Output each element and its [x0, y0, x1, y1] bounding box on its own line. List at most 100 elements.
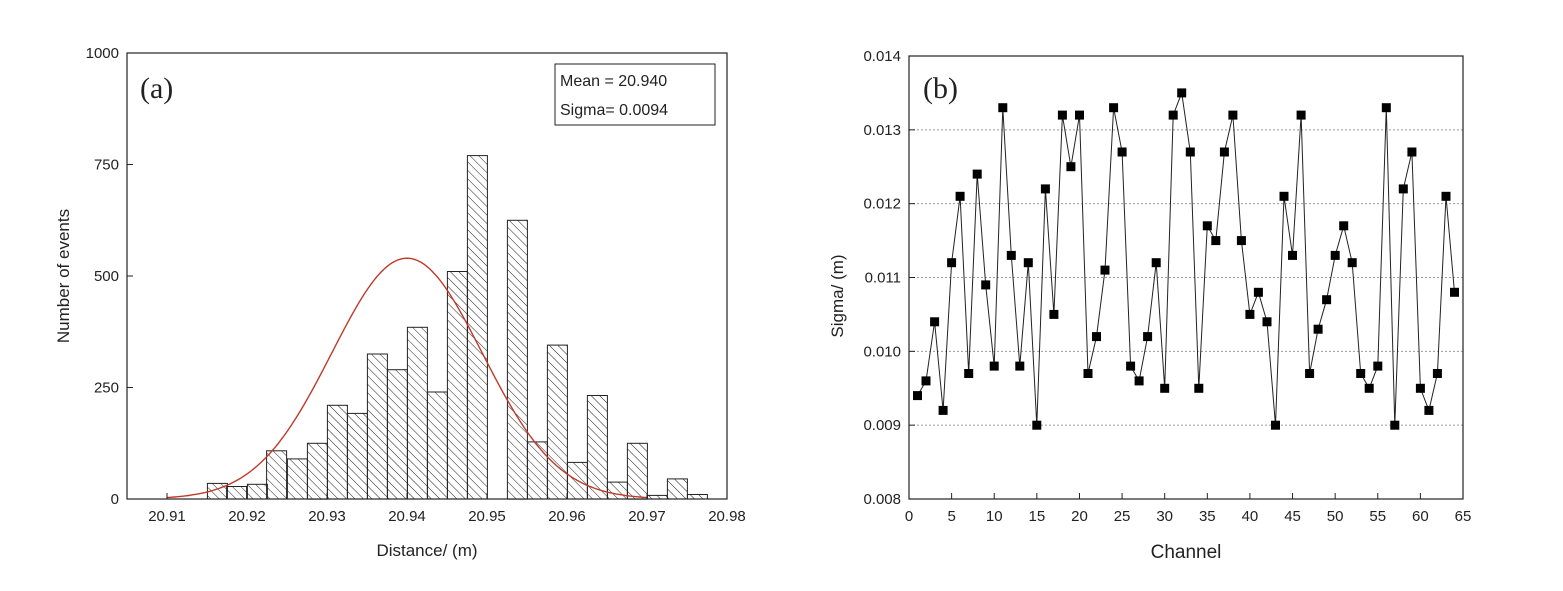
stats-sigma: Sigma= 0.0094: [560, 102, 668, 119]
data-point: [1134, 376, 1144, 386]
histogram-bar: [426, 391, 448, 500]
data-point: [1109, 103, 1119, 113]
histogram-bar: [306, 442, 328, 500]
data-point: [998, 103, 1008, 113]
stats-box: Mean = 20.940 Sigma= 0.0094: [554, 63, 716, 126]
x-tick-label: 5: [947, 508, 955, 525]
data-point: [1049, 309, 1059, 319]
histogram-bar: [606, 481, 628, 500]
histogram-bar: [666, 478, 688, 500]
histogram-bar: [466, 155, 488, 500]
data-point: [1262, 317, 1272, 327]
data-point: [1057, 110, 1067, 120]
data-point: [1253, 287, 1263, 297]
x-tick-label: 20.97: [628, 508, 666, 525]
y-tick-label: 1000: [86, 45, 119, 62]
data-point: [1032, 420, 1042, 430]
histogram-bar: [366, 353, 388, 500]
data-point: [989, 361, 999, 371]
x-tick-label: 45: [1284, 508, 1301, 525]
data-point: [1075, 110, 1084, 120]
y-tick-label: 0.010: [863, 343, 901, 360]
data-point: [1236, 236, 1246, 246]
panel-a: 20.91 20.92 20.93 20.94 20.95 20.96 20.97 20.98…: [54, 45, 746, 560]
x-tick-label: 20.92: [228, 508, 266, 525]
histogram-bar: [406, 326, 428, 500]
x-tick-label: 65: [1455, 508, 1472, 525]
y-tick-label: 0.012: [863, 196, 901, 213]
data-point: [1390, 420, 1400, 430]
panel-b-gridlines: [909, 129, 1463, 426]
sigma-series-line: [917, 90, 1455, 426]
x-tick-label: 20.95: [468, 508, 506, 525]
data-point: [921, 376, 931, 386]
data-point: [1330, 250, 1340, 260]
data-point: [1339, 221, 1349, 231]
x-tick-label: 25: [1114, 508, 1131, 525]
data-point: [1450, 287, 1459, 297]
panel-b-x-ticks: 0 5 10 15 20 25 30 35 40 45 50 55 60 65: [905, 493, 1472, 525]
panel-b-x-axis-label: Channel: [1151, 542, 1222, 563]
histogram-bars: [206, 155, 708, 500]
data-point: [955, 191, 965, 201]
data-point: [1356, 369, 1366, 378]
data-point: [1364, 383, 1374, 393]
data-point: [1100, 265, 1110, 275]
data-point: [1398, 184, 1408, 194]
y-tick-label: 0.009: [863, 417, 901, 434]
data-point: [1441, 191, 1451, 201]
x-tick-label: 20.94: [388, 508, 426, 525]
histogram-bar: [386, 369, 408, 500]
histogram-bar: [226, 486, 248, 500]
data-point: [1151, 258, 1161, 268]
data-point: [1006, 250, 1016, 260]
data-point: [1117, 147, 1127, 157]
histogram-bar: [686, 494, 708, 500]
y-tick-label: 0: [111, 491, 119, 508]
x-tick-label: 60: [1412, 508, 1429, 525]
panel-a-y-ticks: 0 250 500 750 1000: [86, 45, 133, 508]
gaussian-fit-curve: [166, 257, 648, 499]
data-point: [1219, 147, 1229, 157]
y-tick-label: 0.011: [865, 270, 901, 287]
x-tick-label: 20.98: [708, 508, 746, 525]
histogram-bar: [326, 404, 348, 500]
x-tick-label: 50: [1327, 508, 1344, 525]
data-point: [1415, 383, 1425, 393]
panel-b-y-ticks: 0.008 0.009 0.010 0.011 0.012 0.013 0.014: [863, 48, 915, 508]
stats-mean: Mean = 20.940: [560, 73, 667, 90]
histogram-bar: [346, 412, 368, 500]
histogram-bar: [626, 442, 648, 500]
panel-a-x-ticks: 20.91 20.92 20.93 20.94 20.95 20.96 20.97 20.98: [148, 493, 746, 525]
x-tick-label: 30: [1156, 508, 1173, 525]
data-point: [913, 391, 922, 401]
panel-a-x-axis-label: Distance/ (m): [376, 541, 477, 560]
data-point: [1211, 236, 1221, 246]
x-tick-label: 55: [1369, 508, 1386, 525]
histogram-bar: [586, 395, 608, 500]
data-point: [1228, 110, 1238, 120]
y-tick-label: 750: [94, 157, 119, 174]
data-point: [1373, 361, 1383, 371]
x-tick-label: 35: [1199, 508, 1216, 525]
x-tick-label: 40: [1242, 508, 1259, 525]
x-tick-label: 0: [905, 508, 913, 525]
histogram-bar: [246, 483, 268, 500]
histogram-bar: [286, 458, 308, 500]
y-tick-label: 0.008: [863, 491, 901, 508]
panel-b-y-axis-label: Sigma/ (m): [828, 254, 847, 337]
data-point: [1279, 191, 1289, 201]
data-point: [1407, 147, 1417, 157]
data-point: [1271, 420, 1280, 430]
x-tick-label: 20: [1071, 508, 1088, 525]
data-point: [930, 317, 940, 327]
data-point: [1313, 324, 1323, 334]
sigma-series-markers: [913, 88, 1459, 430]
data-point: [964, 369, 974, 378]
data-point: [1305, 369, 1315, 378]
data-point: [1202, 221, 1212, 231]
histogram-bar: [506, 219, 528, 500]
histogram-bar: [526, 441, 548, 500]
x-tick-label: 15: [1029, 508, 1046, 525]
data-point: [938, 405, 948, 415]
